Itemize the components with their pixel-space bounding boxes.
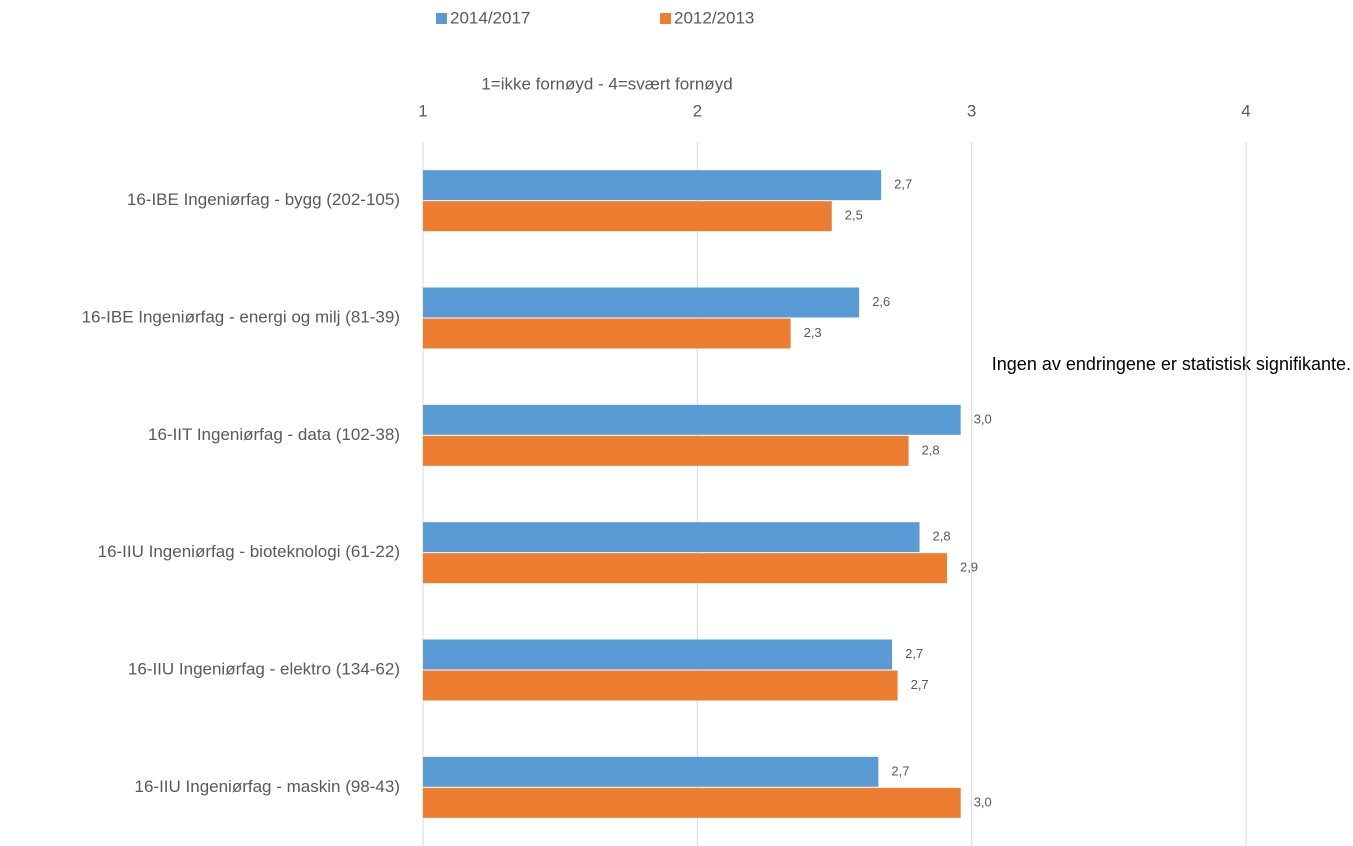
value-label: 3,0 — [974, 411, 992, 426]
y-tick-label: 16-IIU Ingeniørfag - bioteknologi (61-22… — [98, 542, 400, 561]
value-label: 2,8 — [933, 529, 951, 544]
bar — [423, 553, 947, 584]
value-label: 2,7 — [891, 763, 909, 778]
y-tick-label: 16-IBE Ingeniørfag - energi og milj (81-… — [82, 307, 400, 326]
legend-label: 2012/2013 — [674, 8, 754, 27]
y-tick-label: 16-IIT Ingeniørfag - data (102-38) — [148, 425, 400, 444]
bar — [423, 787, 961, 818]
legend-swatch — [436, 13, 447, 24]
value-label: 2,7 — [894, 177, 912, 192]
bar — [423, 670, 898, 701]
legend-swatch — [660, 13, 671, 24]
x-tick-label: 2 — [693, 101, 702, 120]
x-tick-label: 3 — [967, 101, 976, 120]
bar — [423, 318, 791, 349]
bar — [423, 435, 909, 466]
value-label: 2,7 — [905, 646, 923, 661]
value-label: 2,3 — [804, 325, 822, 340]
bar — [423, 639, 893, 670]
y-tick-label: 16-IIU Ingeniørfag - elektro (134-62) — [128, 659, 400, 678]
axis-label: 1=ikke fornøyd - 4=svært fornøyd — [481, 74, 732, 93]
y-tick-label: 16-IIU Ingeniørfag - maskin (98-43) — [135, 777, 401, 796]
bar — [423, 756, 879, 787]
value-label: 2,6 — [872, 294, 890, 309]
x-tick-label: 1 — [418, 101, 427, 120]
legend-label: 2014/2017 — [450, 8, 530, 27]
value-label: 2,7 — [911, 677, 929, 692]
bar — [423, 522, 920, 553]
bar — [423, 287, 860, 318]
x-tick-label: 4 — [1241, 101, 1250, 120]
y-tick-label: 16-IBE Ingeniørfag - bygg (202-105) — [127, 190, 400, 209]
bar — [423, 170, 882, 201]
annotation: Ingen av endringene er statistisk signif… — [992, 354, 1351, 374]
value-label: 2,8 — [922, 442, 940, 457]
value-label: 2,9 — [960, 560, 978, 575]
bar — [423, 201, 832, 232]
bar — [423, 404, 961, 435]
value-label: 2,5 — [845, 208, 863, 223]
value-label: 3,0 — [974, 794, 992, 809]
